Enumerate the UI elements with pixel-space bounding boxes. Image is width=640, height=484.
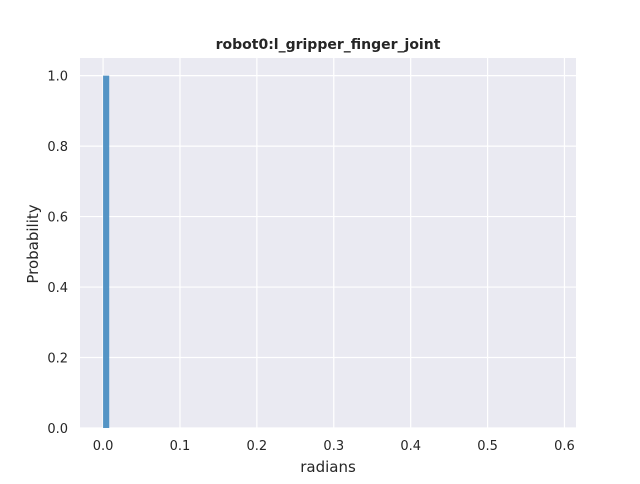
y-axis-label: Probability xyxy=(24,204,42,283)
x-tick-label: 0.1 xyxy=(170,439,191,454)
y-tick-label: 0.6 xyxy=(47,211,68,226)
x-tick-label: 0.4 xyxy=(400,439,421,454)
histogram-bar xyxy=(103,75,110,428)
grid-lines xyxy=(80,58,576,429)
y-tick-labels: 0.0 0.2 0.4 0.6 0.8 1.0 xyxy=(47,70,68,437)
x-tick-label: 0.3 xyxy=(323,439,344,454)
y-tick-label: 0.0 xyxy=(47,422,68,437)
x-tick-label: 0.2 xyxy=(247,439,268,454)
chart-title: robot0:l_gripper_finger_joint xyxy=(216,37,441,53)
plot-area xyxy=(80,58,576,428)
y-tick-label: 0.4 xyxy=(47,281,68,296)
y-tick-label: 0.8 xyxy=(47,140,68,155)
histogram-bars xyxy=(103,75,110,428)
x-tick-label: 0.6 xyxy=(554,439,575,454)
x-tick-label: 0.0 xyxy=(93,439,114,454)
y-tick-label: 0.2 xyxy=(47,352,68,367)
x-tick-label: 0.5 xyxy=(477,439,498,454)
x-axis-label: radians xyxy=(300,458,356,476)
y-tick-label: 1.0 xyxy=(47,70,68,85)
x-tick-labels: 0.0 0.1 0.2 0.3 0.4 0.5 0.6 xyxy=(93,439,575,454)
